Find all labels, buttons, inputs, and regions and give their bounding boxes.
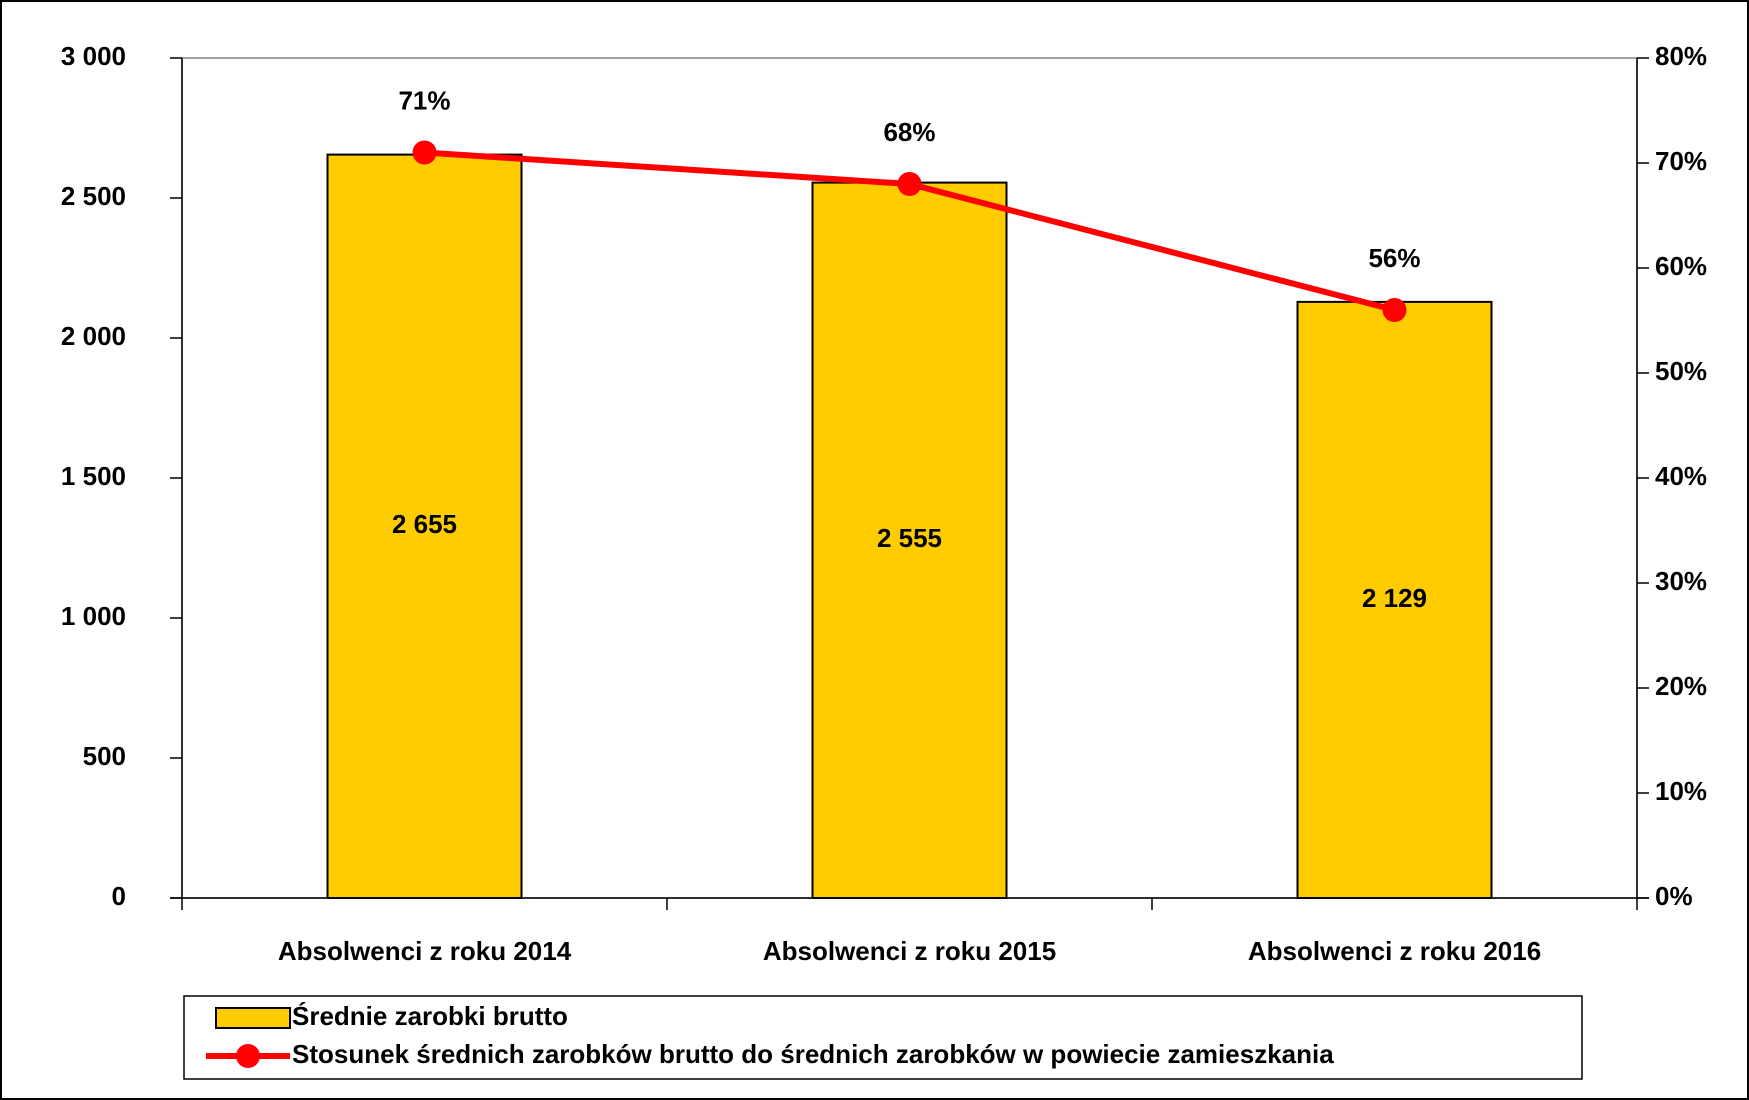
y-tick-label: 3 000	[61, 41, 126, 71]
line-marker	[897, 172, 922, 196]
line-value-label: 71%	[398, 85, 450, 115]
bar-value-label: 2 555	[877, 523, 942, 553]
y-tick-label: 2 500	[61, 181, 126, 211]
y2-tick-label: 30%	[1655, 566, 1707, 596]
x-tick-label: Absolwenci z roku 2016	[1248, 936, 1541, 966]
bar	[1296, 300, 1493, 899]
y-tick-label: 1 500	[61, 461, 126, 491]
y2-tick-label: 80%	[1655, 41, 1707, 71]
legend-swatch	[215, 1007, 291, 1029]
legend-box	[183, 995, 1583, 1080]
y2-tick-label: 60%	[1655, 251, 1707, 281]
y-tick-label: 2 000	[61, 321, 126, 351]
bar-value-label: 2 655	[392, 509, 457, 539]
bar	[811, 181, 1008, 900]
y2-tick-label: 20%	[1655, 671, 1707, 701]
line-value-label: 68%	[883, 117, 935, 147]
y2-tick-label: 50%	[1655, 356, 1707, 386]
y-tick-label: 0	[112, 881, 126, 911]
bar-value-label: 2 129	[1362, 583, 1427, 613]
y2-tick-label: 0%	[1655, 881, 1693, 911]
y2-tick-label: 70%	[1655, 146, 1707, 176]
y2-tick-label: 40%	[1655, 461, 1707, 491]
legend-marker	[236, 1044, 260, 1068]
legend-label: Średnie zarobki brutto	[292, 1001, 568, 1031]
line-marker	[1382, 298, 1407, 322]
y2-tick-label: 10%	[1655, 776, 1707, 806]
x-tick-label: Absolwenci z roku 2014	[278, 936, 572, 966]
x-tick-label: Absolwenci z roku 2015	[763, 936, 1056, 966]
y-tick-label: 1 000	[61, 601, 126, 631]
bar	[326, 153, 523, 900]
legend-label: Stosunek średnich zarobków brutto do śre…	[292, 1039, 1334, 1069]
y-tick-label: 500	[83, 741, 126, 771]
line-value-label: 56%	[1368, 243, 1420, 273]
line-marker	[412, 140, 437, 165]
